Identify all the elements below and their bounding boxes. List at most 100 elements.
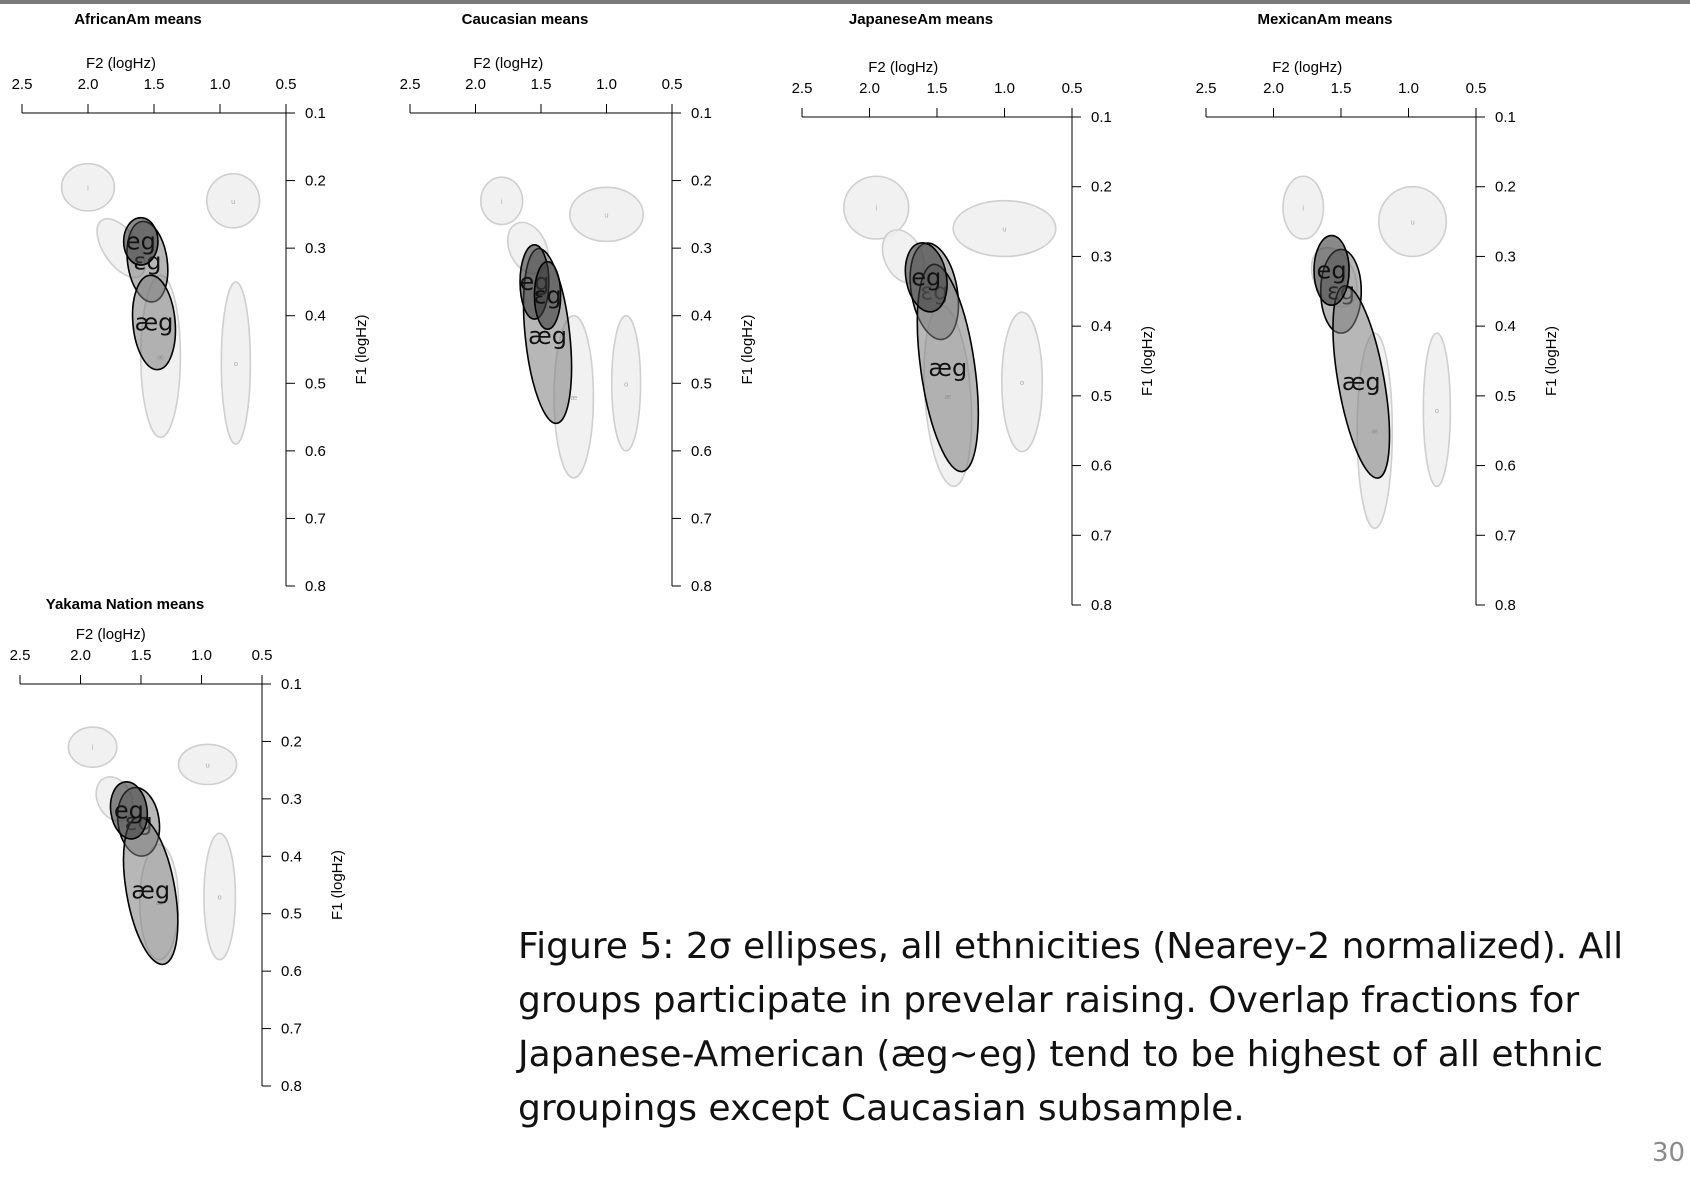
x-tick-label: 2.5 [10,647,31,664]
y-tick-label: 0.3 [1495,248,1516,265]
y-tick-label: 0.1 [281,676,302,693]
vowel-ellipse-o [1422,332,1452,488]
x-axis-label: F2 (logHz) [473,55,543,72]
vowel-ellipse-o [203,832,237,961]
x-axis-label: F2 (logHz) [868,59,938,76]
panel-title: Yakama Nation means [46,596,204,613]
vowel-ellipse-o [1000,311,1044,453]
vowel-ellipse-æg [131,274,177,371]
panel-2: Caucasian means 2.5 2.0 1.5 1.0 0.5 F2 (logHz)… [400,11,756,595]
x-tick-label: 2.5 [400,76,421,93]
y-tick-label: 0.2 [305,173,326,190]
vowel-ellipse-i [1282,175,1325,240]
x-tick-label: 1.0 [994,80,1015,97]
panel-1: AfricanAm means 2.5 2.0 1.5 1.0 0.5 F2 (logHz)… [12,11,370,595]
y-tick-label: 0.2 [691,173,712,190]
y-tick-label: 0.8 [1091,597,1112,614]
ellipse-label: ɛg [533,281,561,309]
ellipse-label: i [1302,205,1304,213]
ellipse-label: i [875,205,877,213]
y-tick-label: 0.7 [281,1021,302,1038]
y-tick-label: 0.3 [305,240,326,257]
y-tick-label: 0.5 [305,375,326,392]
ellipse-label: o [1435,407,1439,415]
ellipse-label: i [87,184,89,192]
x-tick-label: 0.5 [276,76,297,93]
vowel-ellipse-eg [109,780,149,840]
y-tick-label: 0.2 [1495,179,1516,196]
vowel-ellipse-i [60,162,116,212]
x-axis-label: F2 (logHz) [1272,59,1342,76]
y-tick-label: 0.1 [1091,109,1112,126]
y-tick-label: 0.8 [1495,597,1516,614]
panel-title: AfricanAm means [74,11,202,28]
x-tick-label: 2.5 [792,80,813,97]
y-tick-label: 0.6 [1495,458,1516,475]
panel-3: JapaneseAm means 2.5 2.0 1.5 1.0 0.5 F2 (logHz… [792,11,1156,614]
vowel-ellipse-i [67,726,118,769]
ellipse-label: æ [570,394,577,402]
x-tick-label: 2.0 [465,76,486,93]
vowel-ellipse-eg [122,216,159,266]
ellipse-label: eg [114,796,144,824]
ellipse-label: o [218,893,222,901]
x-tick-label: 1.0 [191,647,212,664]
ellipse-label: i [501,198,503,206]
y-tick-label: 0.6 [691,443,712,460]
x-tick-label: 0.5 [252,647,273,664]
vowel-ellipse-u [177,743,238,786]
x-tick-label: 0.5 [662,76,683,93]
vowel-ellipse-i [479,176,524,226]
page-number: 30 [1652,1138,1686,1168]
x-tick-label: 2.0 [70,647,91,664]
ellipse-label: æg [135,308,174,336]
figure-caption: Figure 5: 2σ ellipses, all ethnicities (… [518,926,1624,1129]
x-axis-label: F2 (logHz) [86,55,156,72]
y-tick-label: 0.8 [305,578,326,595]
y-tick-label: 0.6 [305,443,326,460]
vowel-ellipse-u [1378,185,1448,258]
ellipse-label: eg [1317,256,1347,284]
y-axis-label: F1 (logHz) [353,314,370,384]
y-tick-label: 0.4 [281,848,302,865]
vowel-ellipse-ɛg [533,260,562,331]
y-tick-label: 0.2 [281,733,302,750]
y-tick-label: 0.3 [1091,248,1112,265]
vowel-ellipse-eg [904,242,948,313]
y-tick-label: 0.1 [691,105,712,122]
vowel-ellipse-o [610,314,642,452]
y-tick-label: 0.3 [691,240,712,257]
top-rule [0,0,1690,4]
y-tick-label: 0.4 [1091,318,1112,335]
panel-title: Caucasian means [462,11,589,28]
y-tick-label: 0.3 [281,791,302,808]
ellipse-label: eg [911,263,941,291]
ellipse-label: u [1002,226,1006,234]
y-tick-label: 0.7 [1495,527,1516,544]
vowel-ellipse-eg [1313,234,1350,307]
ellipse-label: u [1410,219,1414,227]
vowel-ellipse-i [843,175,910,240]
ellipse-label: i [92,744,94,752]
y-axis-label: F1 (logHz) [1543,326,1560,396]
x-tick-label: 2.5 [12,76,33,93]
ellipse-label: u [604,211,608,219]
x-tick-label: 2.0 [1263,80,1284,97]
vowel-ellipse-u [206,173,261,229]
ellipse-label: u [231,198,235,206]
y-tick-label: 0.6 [1091,458,1112,475]
ellipse-label: æg [928,354,967,382]
y-tick-label: 0.1 [305,105,326,122]
x-tick-label: 2.5 [1196,80,1217,97]
y-tick-label: 0.4 [691,308,712,325]
y-tick-label: 0.2 [1091,179,1112,196]
panel-5: Yakama Nation means 2.5 2.0 1.5 1.0 0.5 F2 (lo… [10,596,346,1095]
y-tick-label: 0.5 [1091,388,1112,405]
x-tick-label: 1.5 [131,647,152,664]
y-tick-label: 0.5 [281,906,302,923]
y-tick-label: 0.4 [1495,318,1516,335]
y-tick-label: 0.7 [691,510,712,527]
y-axis-label: F1 (logHz) [329,850,346,920]
vowel-ellipse-o [220,281,252,445]
y-tick-label: 0.4 [305,308,326,325]
